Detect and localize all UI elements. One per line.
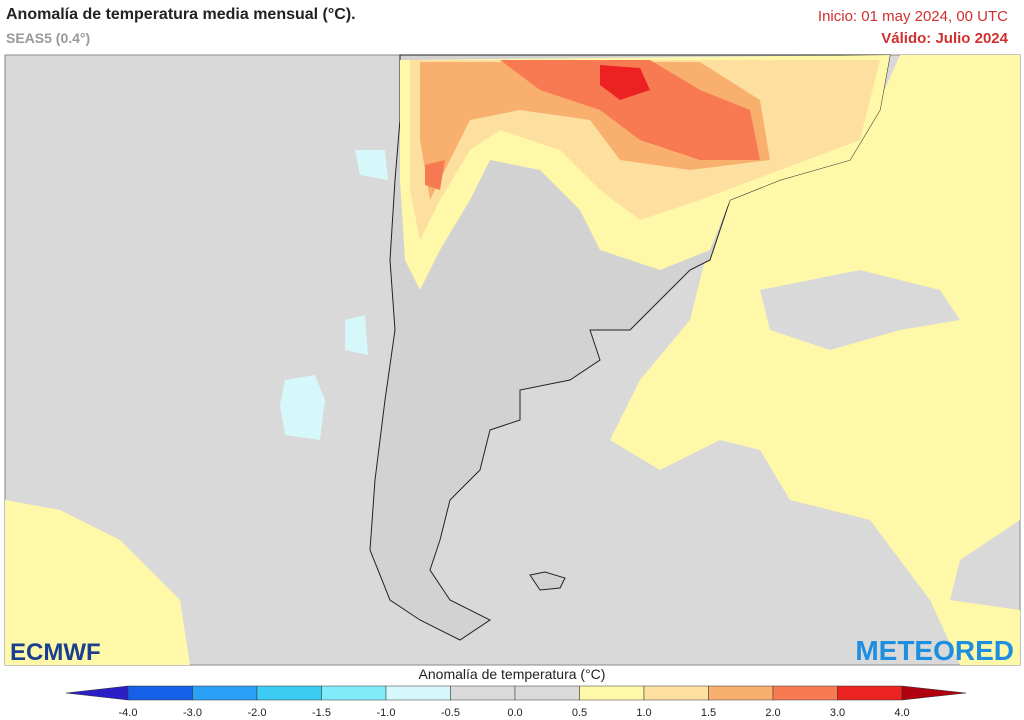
legend-tick-label: 0.0: [507, 707, 522, 719]
legend-tick-label: 4.0: [894, 707, 909, 719]
legend-tick-label: -0.5: [441, 707, 460, 719]
legend-tick-label: -1.0: [377, 707, 396, 719]
legend-swatch: [256, 685, 322, 701]
legend-title: Anomalía de temperatura (°C): [419, 666, 606, 682]
legend: -4.0 -3.0 -2.0 -1.5 -1.0 -0.5 0.0 0.5 1.0 1.5 2.0 3…: [65, 685, 967, 719]
ecmwf-logo: ECMWF: [10, 639, 101, 666]
legend-swatch: [321, 685, 387, 701]
continent: [369, 54, 891, 641]
cool-anomaly: [345, 315, 368, 355]
legend-swatch: [385, 685, 451, 701]
legend-swatch: [450, 685, 516, 701]
legend-swatch: [514, 685, 580, 701]
island: [529, 571, 566, 591]
warm-anomaly: [500, 60, 760, 160]
legend-tick-label: -3.0: [183, 707, 202, 719]
legend-tick-label: 2.0: [765, 707, 780, 719]
legend-tick-label: -2.0: [248, 707, 267, 719]
legend-swatch: [708, 685, 774, 701]
warm-anomaly: [425, 160, 445, 190]
model-label: SEAS5 (0.4°): [6, 30, 91, 46]
legend-arrow: [901, 685, 967, 701]
legend-tick-label: 1.0: [636, 707, 651, 719]
legend-tick-label: 0.5: [572, 707, 587, 719]
legend-tick-label: 3.0: [830, 707, 845, 719]
meteored-logo: METEORED: [855, 635, 1014, 666]
valid-date: Válido: Julio 2024: [881, 30, 1008, 47]
warm-anomaly: [610, 55, 1020, 665]
neutral-area: [760, 270, 960, 350]
legend-arrow: [65, 685, 129, 701]
warm-anomaly: [5, 500, 190, 665]
map-title: Anomalía de temperatura media mensual (°…: [6, 6, 356, 23]
legend-swatch: [837, 685, 903, 701]
legend-tick-label: -1.5: [312, 707, 331, 719]
legend-tick-label: 1.5: [701, 707, 716, 719]
legend-swatch: [643, 685, 709, 701]
cool-anomaly: [355, 150, 388, 180]
legend-swatch: [127, 685, 193, 701]
cool-anomaly: [280, 375, 325, 440]
init-date: Inicio: 01 may 2024, 00 UTC: [817, 8, 1008, 25]
legend-swatch: [579, 685, 645, 701]
legend-swatch: [772, 685, 838, 701]
legend-swatch: [192, 685, 258, 701]
warm-anomaly: [600, 65, 650, 100]
legend-tick-label: -4.0: [119, 707, 138, 719]
